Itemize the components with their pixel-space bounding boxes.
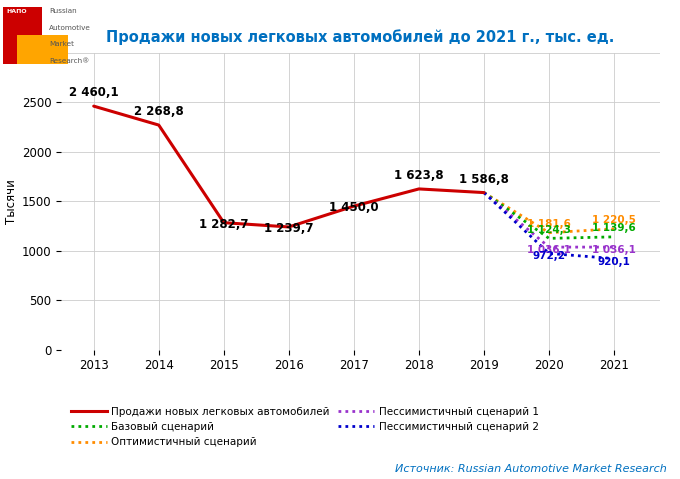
Legend: Продажи новых легковых автомобилей, Базовый сценарий, Оптимистичный сценарий, Пе: Продажи новых легковых автомобилей, Базо… [67,403,543,451]
Text: 1 450,0: 1 450,0 [329,201,379,214]
Text: Источник: Russian Automotive Market Research: Источник: Russian Automotive Market Rese… [394,464,666,474]
Text: 1 623,8: 1 623,8 [394,169,444,182]
Bar [3,7,42,64]
Text: 972,2: 972,2 [532,251,566,262]
Text: НАПО: НАПО [6,10,27,14]
Text: 1 220,5: 1 220,5 [592,216,636,226]
Text: 1 181,6: 1 181,6 [527,219,571,229]
Title: Продажи новых легковых автомобилей до 2021 г., тыс. ед.: Продажи новых легковых автомобилей до 20… [106,29,615,45]
Y-axis label: Тысячи: Тысячи [5,179,18,224]
Text: 2 460,1: 2 460,1 [69,86,118,99]
Text: Research®: Research® [49,57,90,64]
Text: 1 036,1: 1 036,1 [527,245,571,255]
Text: 1 139,6: 1 139,6 [592,223,636,233]
Text: 1 036,1: 1 036,1 [592,245,636,255]
Text: 1 239,7: 1 239,7 [264,222,313,235]
Text: 920,1: 920,1 [598,257,630,266]
Text: 1 282,7: 1 282,7 [199,217,249,230]
Text: Russian: Russian [49,9,77,14]
Text: 2 268,8: 2 268,8 [134,105,184,118]
Bar [17,35,67,64]
Text: 1 124,3: 1 124,3 [527,225,571,235]
Text: Market: Market [49,41,74,47]
Text: 1 586,8: 1 586,8 [459,172,509,186]
Text: Automotive: Automotive [49,25,91,31]
